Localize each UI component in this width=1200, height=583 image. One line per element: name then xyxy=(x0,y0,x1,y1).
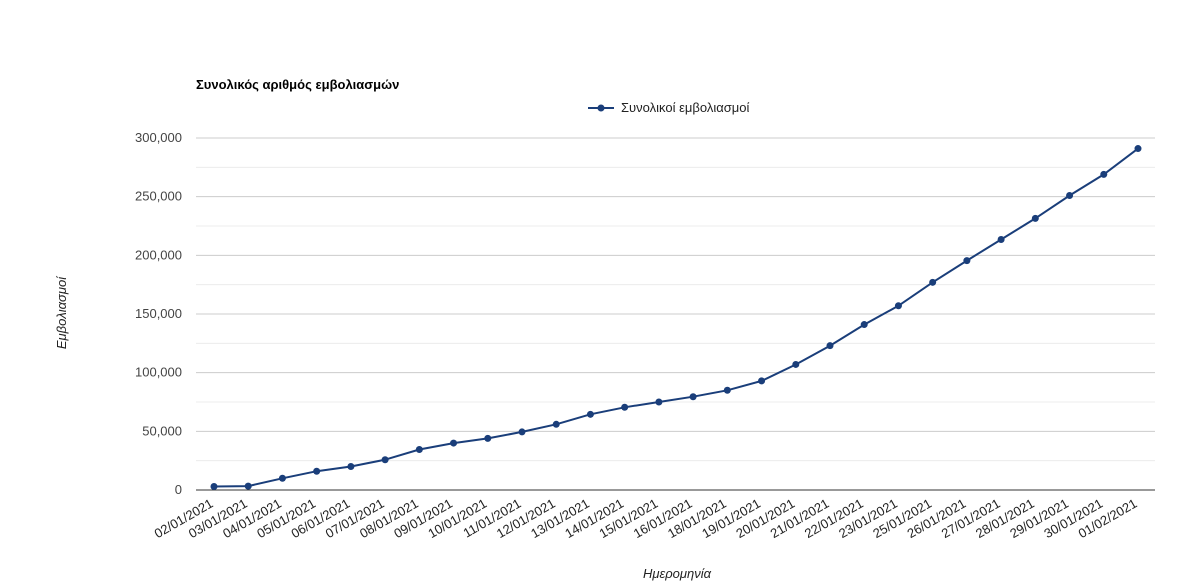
data-point[interactable] xyxy=(929,278,937,286)
data-point[interactable] xyxy=(347,463,355,471)
y-tick-label: 250,000 xyxy=(135,189,182,204)
y-tick-label: 50,000 xyxy=(142,423,182,438)
data-point[interactable] xyxy=(655,398,663,406)
data-point[interactable] xyxy=(1100,170,1108,178)
data-point[interactable] xyxy=(244,482,252,490)
data-point[interactable] xyxy=(997,235,1005,243)
data-point[interactable] xyxy=(313,467,321,475)
x-axis-ticks: 02/01/202103/01/202104/01/202105/01/2021… xyxy=(152,496,1140,542)
data-point[interactable] xyxy=(381,456,389,464)
data-point[interactable] xyxy=(792,360,800,368)
legend-label: Συνολικοί εμβολιασμοί xyxy=(621,100,749,115)
data-point[interactable] xyxy=(552,420,560,428)
data-point[interactable] xyxy=(278,474,286,482)
data-point[interactable] xyxy=(689,393,697,401)
data-point[interactable] xyxy=(1134,145,1142,153)
data-point[interactable] xyxy=(210,482,218,490)
data-point[interactable] xyxy=(621,403,629,411)
legend[interactable]: Συνολικοί εμβολιασμοί xyxy=(588,100,749,115)
series-line[interactable] xyxy=(213,147,1139,488)
data-point[interactable] xyxy=(963,257,971,265)
data-point[interactable] xyxy=(415,446,423,454)
y-tick-label: 0 xyxy=(175,482,182,497)
y-tick-label: 100,000 xyxy=(135,365,182,380)
data-point[interactable] xyxy=(826,342,834,350)
data-point[interactable] xyxy=(758,377,766,385)
legend-marker-icon xyxy=(597,104,605,112)
data-points xyxy=(210,145,1142,490)
y-axis-ticks: 0 50,000 100,000 150,000 200,000 250,000 300,0… xyxy=(135,130,182,497)
data-point[interactable] xyxy=(860,321,868,329)
data-point[interactable] xyxy=(1066,191,1074,199)
data-point[interactable] xyxy=(586,410,594,418)
data-point[interactable] xyxy=(894,302,902,310)
y-axis-title: Εμβολιασμοί xyxy=(54,276,69,349)
y-tick-label: 150,000 xyxy=(135,306,182,321)
gridlines xyxy=(196,137,1155,462)
data-point[interactable] xyxy=(723,386,731,394)
chart-title: Συνολικός αριθμός εμβολιασμών xyxy=(196,77,399,92)
x-axis-title: Ημερομηνία xyxy=(643,566,712,581)
data-point[interactable] xyxy=(1031,214,1039,222)
data-point[interactable] xyxy=(518,428,526,436)
y-tick-label: 200,000 xyxy=(135,247,182,262)
y-tick-label: 300,000 xyxy=(135,130,182,145)
data-point[interactable] xyxy=(484,434,492,442)
data-point[interactable] xyxy=(450,439,458,447)
